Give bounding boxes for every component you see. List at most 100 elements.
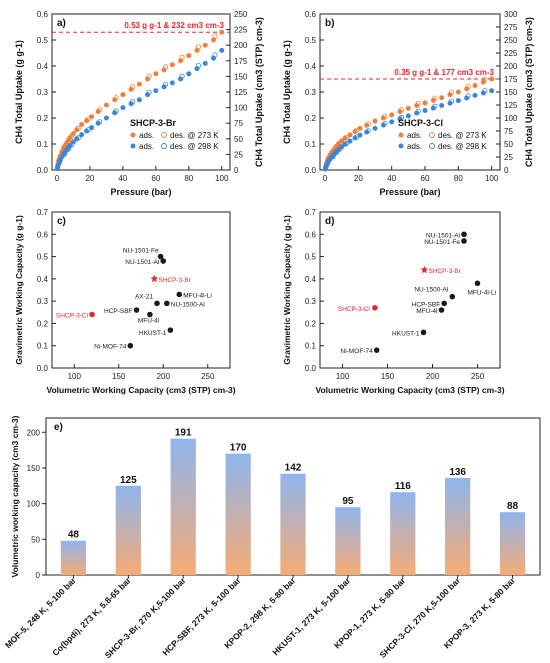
y-tick-label: 0.1 — [305, 140, 317, 149]
label-mfu-4l-li: MFU-4l-Li — [183, 292, 212, 299]
ads-point-0 — [202, 42, 208, 48]
y2-tick-label: 50 — [234, 135, 243, 144]
ads-point-0 — [169, 62, 175, 68]
x-tick-label: 60 — [151, 174, 160, 183]
label-ni-mof-74: Ni-MOF-74 — [94, 344, 127, 351]
des-point-1 — [415, 108, 421, 114]
bar — [280, 473, 306, 575]
legend-ads-marker — [130, 143, 136, 149]
ads-point-0 — [136, 81, 142, 87]
bar-value-label: 88 — [507, 501, 519, 512]
bar-value-label: 136 — [449, 467, 466, 478]
des-point-1 — [130, 99, 136, 105]
legend-des-label: des. @ 273 K — [438, 131, 487, 140]
y-tick-label: 0.6 — [37, 230, 49, 239]
ads-point-0 — [405, 105, 411, 111]
panel-label: b) — [325, 18, 334, 29]
des-point-0 — [432, 95, 438, 101]
ads-point-0 — [347, 132, 353, 138]
point-shcp-3-br — [420, 265, 429, 274]
des-point-0 — [179, 54, 185, 61]
des-point-0 — [113, 95, 119, 101]
bar-value-label: 116 — [395, 481, 412, 492]
ads-point-1 — [439, 103, 445, 109]
ads-point-1 — [153, 88, 159, 94]
y2-tick-label: 225 — [234, 26, 248, 35]
point-mfu-4l-li — [176, 291, 183, 298]
point-hcp-sbf — [441, 300, 448, 307]
x-tick-label: 250 — [201, 372, 215, 381]
y2-tick-label: 150 — [504, 88, 518, 97]
ads-point-1 — [79, 132, 85, 138]
ads-point-1 — [70, 139, 76, 145]
label-mfu-4l: MFU-4l — [416, 308, 438, 315]
ads-point-0 — [70, 131, 76, 137]
des-point-0 — [482, 76, 488, 83]
ads-point-1 — [347, 138, 353, 144]
point-shcp-3-cl — [372, 305, 378, 311]
des-point-0 — [75, 125, 81, 132]
y2-tick-label: 0 — [504, 166, 509, 175]
point-hkust-1 — [167, 327, 174, 333]
y-tick-label: 0.1 — [37, 342, 49, 351]
des-point-1 — [382, 121, 388, 127]
des-point-1 — [85, 127, 91, 133]
y2-tick-label: 75 — [504, 127, 513, 136]
bar-value-label: 125 — [120, 475, 137, 486]
des-point-1 — [97, 119, 103, 125]
y-axis-label: Volumetric working capacity (cm3 cm-3) — [10, 415, 20, 577]
y2-tick-label: 175 — [504, 75, 518, 84]
des-point-0 — [146, 73, 152, 79]
y2-tick-label: 25 — [234, 150, 243, 159]
ads-point-0 — [103, 102, 109, 108]
ads-point-0 — [79, 122, 85, 128]
point-mfu-4l — [147, 311, 153, 318]
y2-axis-label: CH4 Total Uptake (cm3 (STP) cm-3) — [524, 17, 534, 167]
ads-point-0 — [372, 118, 378, 124]
y-tick-label: 200 — [27, 428, 41, 437]
label-shcp-3-br: SHCP-3-Br — [158, 277, 191, 284]
x-tick-label: 40 — [387, 174, 396, 183]
y2-tick-label: 100 — [504, 114, 518, 123]
y2-tick-label: 250 — [234, 10, 248, 19]
legend-des-marker — [429, 132, 435, 138]
des-point-0 — [465, 83, 471, 90]
y2-tick-label: 275 — [504, 23, 518, 32]
y-tick-label: 0.4 — [37, 62, 49, 71]
point-mfu-4l-li — [474, 280, 481, 287]
y-tick-label: 0.5 — [37, 253, 49, 262]
des-point-0 — [195, 44, 202, 50]
des-point-0 — [398, 107, 405, 113]
y-tick-label: 0.4 — [305, 275, 317, 284]
des-point-1 — [432, 103, 438, 109]
legend-ads-label: ads. — [407, 142, 422, 151]
legend-des-marker — [429, 143, 435, 149]
y-axis-label: CH4 Total Uptake (g g-1) — [282, 40, 292, 144]
legend-header: SHCP-3-Br — [130, 118, 177, 128]
y-tick-label: 0.2 — [37, 114, 49, 123]
point-nu-1500-al — [449, 293, 456, 300]
ads-point-1 — [422, 107, 428, 113]
des-point-1 — [448, 98, 455, 104]
bar — [170, 438, 196, 575]
y2-tick-label: 200 — [234, 41, 248, 50]
des-point-0 — [97, 107, 103, 113]
ads-point-1 — [120, 105, 126, 111]
bar — [499, 512, 526, 575]
ads-point-0 — [489, 76, 495, 82]
y2-tick-label: 25 — [504, 153, 513, 162]
ads-point-0 — [153, 71, 159, 77]
label-nu-1501-fe: NU-1501-Fe — [424, 239, 460, 246]
point-nu-1501-al — [160, 258, 167, 264]
point-ni-mof-74 — [127, 342, 134, 349]
panel-label: d) — [325, 216, 334, 227]
ads-point-0 — [186, 53, 192, 59]
des-point-1 — [465, 93, 471, 99]
ads-point-1 — [472, 92, 478, 98]
y-tick-label: 0.3 — [37, 297, 49, 306]
x-tick-label: 100 — [336, 372, 350, 381]
des-point-1 — [212, 52, 218, 58]
ads-point-1 — [339, 144, 345, 150]
y-tick-label: 50 — [31, 535, 40, 544]
y-tick-label: 0.0 — [37, 166, 49, 175]
